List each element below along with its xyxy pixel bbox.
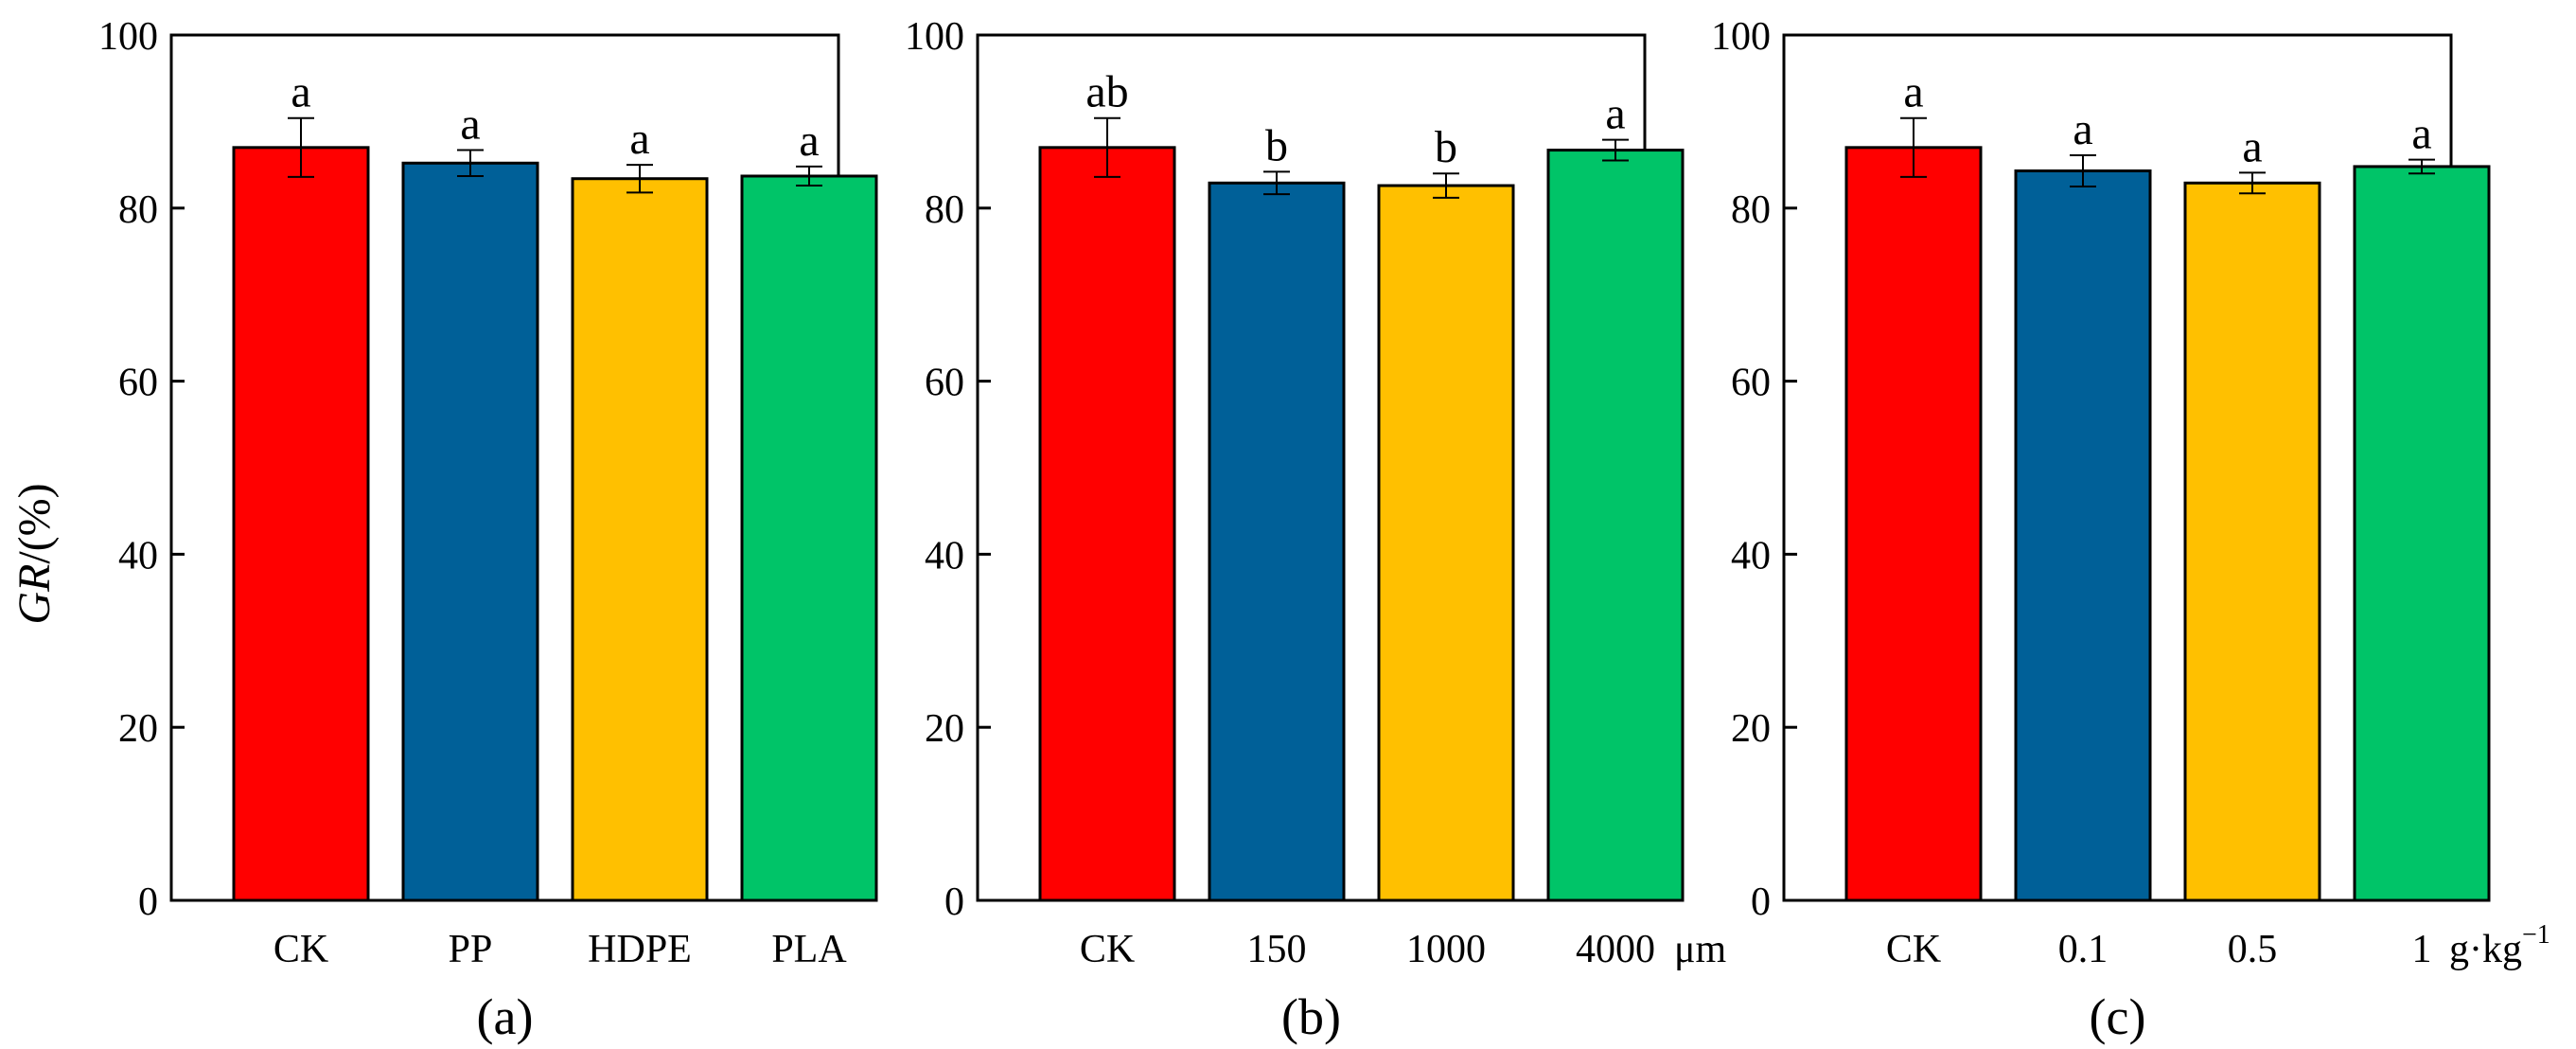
y-axis-label-italic: GR [9, 564, 60, 625]
bar-0.1 [2014, 169, 2152, 902]
category-label: HDPE [588, 928, 692, 971]
y-tick-label: 0 [944, 880, 964, 924]
y-tick-label: 60 [925, 362, 964, 405]
y-tick-label: 20 [118, 707, 158, 751]
bar-CK [232, 146, 370, 902]
unit-superscript: −1 [2522, 920, 2550, 950]
bar-1000 [1377, 184, 1515, 902]
y-tick-label: 40 [1731, 534, 1771, 578]
significance-letter: ab [1085, 67, 1128, 117]
category-label: 0.1 [2058, 928, 2108, 971]
significance-letter: a [1903, 67, 1923, 117]
y-tick-label: 60 [1731, 362, 1771, 405]
panel-label: (b) [1281, 988, 1341, 1045]
panel-label: (a) [477, 988, 534, 1045]
category-label: PLA [771, 928, 847, 971]
y-axis-label-rest: /(%) [9, 483, 60, 563]
bar-CK [1038, 146, 1176, 902]
category-label: 0.5 [2228, 928, 2278, 971]
y-tick-label: 0 [1751, 880, 1771, 924]
significance-letter: a [629, 114, 649, 164]
bar-150 [1208, 181, 1346, 902]
significance-letter: a [2073, 104, 2092, 154]
bar-4000 [1546, 149, 1685, 902]
significance-letter: b [1265, 120, 1288, 170]
category-label: CK [1080, 928, 1135, 971]
y-tick-label: 40 [925, 534, 964, 578]
significance-letter: a [1605, 89, 1625, 139]
y-tick-label: 80 [925, 188, 964, 232]
category-label: PP [449, 928, 493, 971]
panel-1: 0 20 40 60 80 100 a CK a PP a HDPE a PLA (a) [98, 15, 878, 1045]
bar-PP [401, 161, 539, 902]
y-tick-label: 80 [1731, 188, 1771, 232]
y-axis-label: GR/(%) [9, 483, 60, 624]
y-tick-label: 20 [925, 707, 964, 751]
panel-2: 0 20 40 60 80 100 ab CK b 150 b 1000 a 4000 μm (b) [905, 15, 1727, 1045]
significance-letter: b [1435, 122, 1457, 172]
significance-letter: a [2242, 121, 2262, 171]
bar-1 [2353, 165, 2491, 902]
category-label: 1 [2412, 928, 2432, 971]
significance-letter: a [2411, 109, 2431, 159]
unit-label: g·kg−1 [2449, 920, 2550, 971]
category-label: CK [1886, 928, 1941, 971]
category-label: 150 [1247, 928, 1307, 971]
y-tick-label: 40 [118, 534, 158, 578]
bar-0.5 [2183, 181, 2321, 902]
y-tick-label: 100 [98, 15, 158, 59]
significance-letter: a [291, 67, 310, 117]
panel-label: (c) [2090, 988, 2146, 1045]
category-label: CK [273, 928, 328, 971]
bar-HDPE [571, 177, 709, 902]
bar-CK [1844, 146, 1983, 902]
y-tick-label: 20 [1731, 707, 1771, 751]
significance-letter: a [460, 99, 480, 150]
unit-label: μm [1674, 928, 1727, 971]
category-label: 1000 [1406, 928, 1486, 971]
y-tick-label: 100 [905, 15, 964, 59]
y-tick-label: 60 [118, 362, 158, 405]
bar-PLA [740, 174, 878, 902]
category-label: 4000 [1576, 928, 1655, 971]
significance-letter: a [799, 116, 819, 166]
y-tick-label: 100 [1711, 15, 1771, 59]
panel-3: 0 20 40 60 80 100 a CK a 0.1 a 0.5 a 1 g·kg−1 (c) [1711, 15, 2550, 1045]
y-tick-label: 80 [118, 188, 158, 232]
y-tick-label: 0 [138, 880, 158, 924]
